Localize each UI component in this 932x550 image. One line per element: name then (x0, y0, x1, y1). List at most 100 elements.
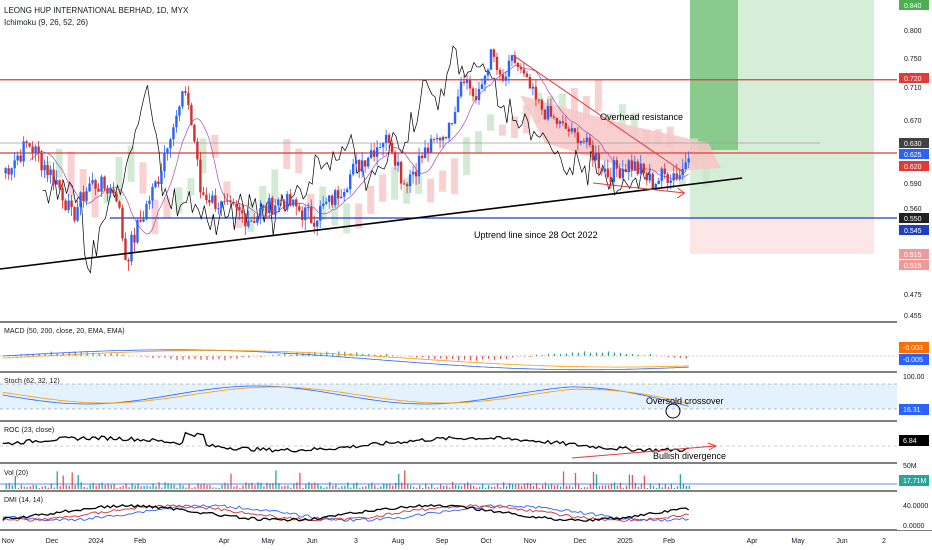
candle-body (112, 188, 115, 194)
macd-histogram-bar (62, 352, 64, 356)
volume-bar (305, 484, 307, 489)
volume-bar (89, 484, 91, 489)
volume-bar (455, 484, 457, 489)
volume-bar (395, 482, 397, 489)
volume-bar (335, 484, 337, 489)
roc-label: ROC (23, close) (4, 427, 54, 434)
volume-bar (371, 482, 373, 489)
candle-body (313, 222, 316, 227)
volume-bar (38, 487, 40, 489)
volume-bar (116, 487, 118, 489)
candle-body (43, 165, 46, 171)
volume-bar (344, 485, 346, 489)
price-badge-label: 0.550 (904, 216, 922, 223)
macd-histogram-bar (206, 356, 208, 360)
candle-body (274, 205, 277, 215)
candle-body (444, 136, 448, 139)
candle-body (193, 124, 196, 142)
volume-bar (332, 485, 334, 489)
volume-bar (107, 483, 109, 489)
cloud-segment (451, 158, 459, 195)
cloud-segment (211, 134, 219, 158)
volume-bar (80, 482, 82, 489)
volume-bar (598, 486, 601, 489)
cloud-segment (475, 131, 483, 154)
volume-bar (580, 487, 583, 489)
volume-bar (556, 484, 559, 489)
macd-histogram-bar (122, 354, 124, 356)
macd-histogram-bar (56, 352, 58, 356)
candle-body (357, 159, 361, 172)
volume-bar (167, 483, 169, 489)
volume-bar (191, 487, 193, 489)
candle-body (304, 207, 307, 221)
price-tick-label: 0.710 (904, 85, 922, 92)
cloud-segment (199, 138, 207, 174)
candle-body (450, 123, 454, 125)
macd-histogram-bar (643, 355, 645, 356)
volume-bar (68, 485, 70, 489)
cloud-segment (259, 185, 267, 216)
volume-bar (140, 486, 142, 489)
chart-title: LEONG HUP INTERNATIONAL BERHAD, 1D, MYX (4, 6, 189, 15)
candle-body (88, 183, 91, 192)
macd-histogram-bar (356, 352, 358, 356)
volume-bar (404, 470, 406, 489)
macd-histogram-bar (547, 353, 550, 356)
candle-body (441, 136, 445, 141)
volume-bar (224, 482, 226, 489)
price-badge (899, 260, 929, 270)
volume-bar (422, 487, 424, 489)
stoch-label: Stoch (62, 32, 12) (4, 378, 60, 385)
candle-body (55, 180, 58, 185)
macd-histogram-bar (631, 354, 633, 356)
volume-bar (41, 486, 43, 489)
volume-bar (239, 487, 241, 489)
macd-histogram-bar (38, 353, 40, 356)
dmi-label: DMI (14, 14) (4, 497, 43, 504)
candle-body (447, 123, 451, 139)
candle-body (486, 69, 490, 76)
candle-body (474, 96, 478, 101)
candle-body (456, 96, 460, 113)
volume-bar (502, 482, 505, 489)
annotation-overhead-resistance: Overhead resistance (600, 112, 683, 122)
volume-bar (356, 482, 358, 489)
candle-body (567, 128, 571, 132)
volume-bar (565, 485, 568, 489)
cloud-segment (55, 148, 63, 178)
candle-body (121, 207, 124, 239)
candle-body (133, 234, 136, 243)
macd-label: MACD (50, 200, close, 20, EMA, EMA) (4, 328, 125, 335)
volume-bar (544, 482, 547, 489)
volume-bar (62, 475, 64, 489)
volume-bar (308, 482, 310, 489)
macd-histogram-bar (601, 352, 604, 356)
vol-label: Vol (20) (4, 470, 28, 477)
volume-bar (260, 482, 262, 489)
volume-bar (413, 486, 415, 489)
candle-body (292, 199, 295, 206)
candle-body (663, 168, 666, 175)
candle-body (603, 168, 607, 172)
price-badge (899, 225, 929, 235)
macd-signal-line (2, 350, 689, 368)
macd-histogram-bar (511, 356, 514, 358)
candle-body (82, 192, 85, 201)
indicator-badge-label: 6.84 (903, 438, 917, 445)
candle-body (154, 181, 157, 187)
annotation-oversold: Oversold crossover (646, 396, 724, 406)
volume-bar (353, 483, 355, 489)
candle-body (319, 205, 322, 221)
candle-body (408, 174, 412, 187)
time-tick-label: Jun (306, 538, 317, 545)
candle-body (339, 196, 343, 199)
candle-body (570, 128, 574, 132)
volume-bar (299, 472, 301, 489)
macd-histogram-bar (446, 356, 448, 360)
candle-body (58, 180, 61, 188)
price-badge-label: 0.625 (904, 152, 922, 159)
macd-histogram-bar (44, 353, 46, 356)
candle-body (235, 204, 238, 208)
